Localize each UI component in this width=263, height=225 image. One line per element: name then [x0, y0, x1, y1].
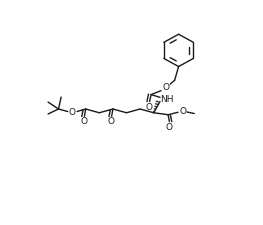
- Text: NH: NH: [160, 94, 174, 104]
- Text: O: O: [69, 108, 76, 117]
- Text: O: O: [162, 83, 169, 92]
- Text: O: O: [166, 123, 173, 132]
- Text: O: O: [145, 103, 152, 112]
- Text: O: O: [179, 106, 186, 115]
- Text: O: O: [107, 117, 114, 126]
- Text: O: O: [80, 117, 87, 126]
